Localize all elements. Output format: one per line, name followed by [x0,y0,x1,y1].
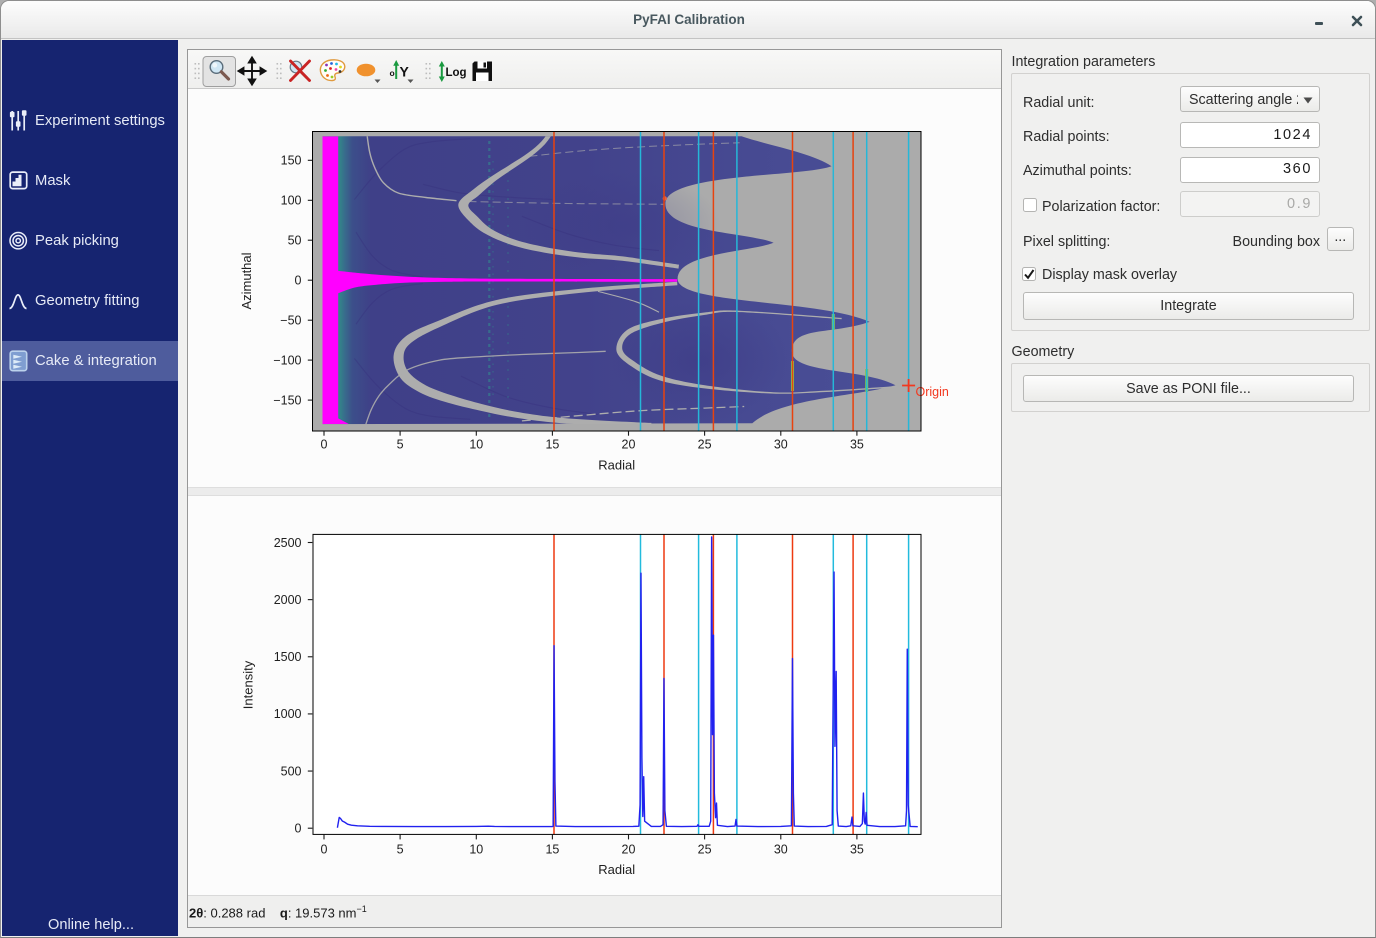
svg-text:2000: 2000 [274,593,302,607]
svg-text:Azimuthal: Azimuthal [239,252,254,309]
svg-text:0: 0 [321,438,328,452]
svg-text:1500: 1500 [274,650,302,664]
svg-text:15: 15 [545,843,559,857]
svg-text:10: 10 [469,843,483,857]
svg-text:25: 25 [698,438,712,452]
svg-text:Y: Y [400,64,410,80]
svg-text:30: 30 [774,843,788,857]
svg-text:2500: 2500 [274,536,302,550]
svg-text:20: 20 [622,438,636,452]
svg-text:35: 35 [850,843,864,857]
svg-text:35: 35 [850,438,864,452]
svg-text:Intensity: Intensity [240,660,255,709]
svg-text:−50: −50 [280,314,301,328]
svg-text:500: 500 [281,764,302,778]
svg-text:0: 0 [295,274,302,288]
svg-text:20: 20 [622,843,636,857]
svg-text:0: 0 [295,822,302,836]
svg-text:1000: 1000 [274,707,302,721]
svg-text:100: 100 [281,194,302,208]
svg-text:Origin: Origin [916,385,949,399]
svg-text:Log: Log [446,67,467,79]
svg-text:50: 50 [288,234,302,248]
svg-text:−150: −150 [273,393,301,407]
svg-text:25: 25 [698,843,712,857]
svg-text:5: 5 [397,438,404,452]
svg-text:Radial: Radial [598,458,635,473]
svg-text:−100: −100 [273,353,301,367]
svg-text:5: 5 [397,843,404,857]
svg-text:30: 30 [774,438,788,452]
svg-text:150: 150 [281,154,302,168]
svg-text:15: 15 [545,438,559,452]
svg-text:Radial: Radial [598,862,635,877]
svg-text:0: 0 [321,843,328,857]
svg-text:10: 10 [469,438,483,452]
svg-text:o: o [390,68,395,78]
